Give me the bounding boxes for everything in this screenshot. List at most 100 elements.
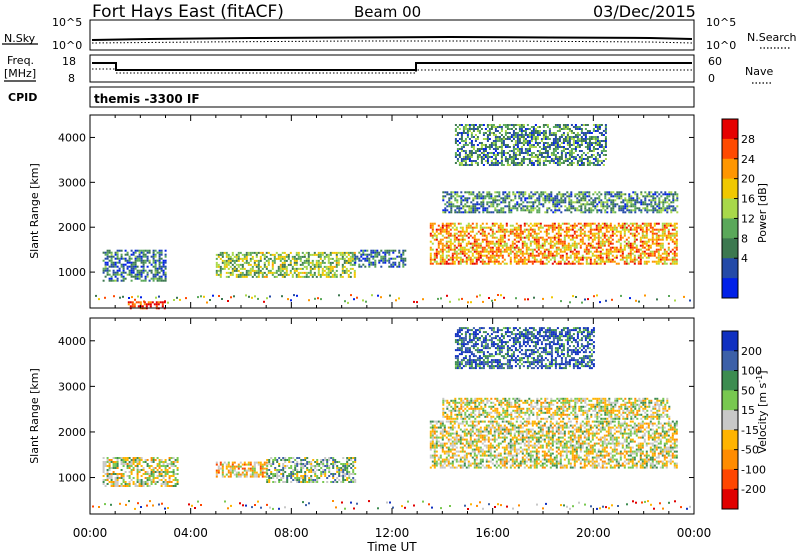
heatmap-cell <box>490 197 493 200</box>
heatmap-cell <box>172 465 175 467</box>
heatmap-cell <box>532 146 535 148</box>
heatmap-cell <box>134 261 137 264</box>
heatmap-cell <box>431 258 434 261</box>
heatmap-cell <box>546 124 549 126</box>
heatmap-cell <box>170 481 173 483</box>
heatmap-cell <box>380 265 383 268</box>
heatmap-cell <box>656 191 659 194</box>
nave-tick-top: 60 <box>708 55 722 68</box>
heatmap-cell <box>150 461 153 463</box>
heatmap-cell <box>553 244 556 247</box>
heatmap-cell <box>531 262 534 265</box>
heatmap-cell <box>144 483 147 485</box>
heatmap-cell <box>609 242 612 245</box>
heatmap-cell <box>305 265 308 268</box>
heatmap-cell <box>347 251 350 254</box>
heatmap-cell <box>255 263 258 266</box>
heatmap-cell <box>311 275 314 278</box>
heatmap-cell <box>251 296 253 299</box>
heatmap-cell <box>569 301 571 304</box>
heatmap-cell <box>498 124 501 126</box>
heatmap-cell <box>487 260 490 263</box>
heatmap-cell <box>648 199 651 202</box>
heatmap-cell <box>457 234 460 237</box>
heatmap-cell <box>572 142 575 144</box>
heatmap-cell <box>508 128 511 130</box>
heatmap-cell <box>457 240 460 243</box>
y-tick-label: 3000 <box>58 176 86 189</box>
heatmap-cell <box>469 234 472 237</box>
heatmap-cell <box>630 211 633 214</box>
heatmap-cell <box>502 164 505 166</box>
heatmap-cell <box>546 209 549 212</box>
heatmap-cell <box>239 257 242 260</box>
heatmap-cell <box>580 203 583 206</box>
heatmap-cell <box>556 156 559 158</box>
heatmap-cell <box>495 250 498 253</box>
heatmap-cell <box>132 263 135 266</box>
heatmap-cell <box>594 130 597 132</box>
heatmap-cell <box>130 279 133 282</box>
heatmap-cell <box>626 203 629 206</box>
heatmap-cell <box>537 254 540 257</box>
heatmap-cell <box>451 254 454 257</box>
heatmap-cell <box>605 224 608 227</box>
heatmap-cell <box>478 142 481 144</box>
heatmap-cell <box>506 128 509 130</box>
heatmap-cell <box>376 249 379 252</box>
heatmap-cell <box>585 222 588 225</box>
heatmap-cell <box>584 197 587 200</box>
heatmap-cell <box>580 211 583 214</box>
heatmap-cell <box>507 238 510 241</box>
heatmap-cell <box>548 160 551 162</box>
heatmap-cell <box>197 296 199 299</box>
heatmap-cell <box>611 250 614 253</box>
heatmap-cell <box>106 263 109 266</box>
heatmap-cell <box>114 465 117 467</box>
heatmap-cell <box>522 209 525 212</box>
heatmap-cell <box>547 236 550 239</box>
heatmap-cell <box>550 197 553 200</box>
heatmap-cell <box>510 162 513 164</box>
heatmap-cell <box>524 138 527 140</box>
heatmap-cell <box>560 211 563 214</box>
heatmap-cell <box>472 146 475 148</box>
heatmap-cell <box>110 475 113 477</box>
heatmap-cell <box>582 197 585 200</box>
heatmap-cell <box>564 136 567 138</box>
heatmap-cell <box>528 142 531 144</box>
heatmap-cell <box>158 461 161 463</box>
heatmap-cell <box>488 148 491 150</box>
heatmap-cell <box>627 236 630 239</box>
heatmap-cell <box>562 140 565 142</box>
heatmap-cell <box>554 205 557 208</box>
heatmap-cell <box>146 481 149 483</box>
heatmap-cell <box>347 253 350 256</box>
heatmap-cell <box>142 261 145 264</box>
heatmap-cell <box>491 230 494 233</box>
heatmap-cell <box>351 251 354 254</box>
heatmap-cell <box>295 269 298 272</box>
heatmap-cell <box>243 261 246 264</box>
heatmap-cell <box>104 269 107 272</box>
heatmap-cell <box>552 150 555 152</box>
heatmap-cell <box>448 201 451 204</box>
heatmap-cell <box>114 253 117 256</box>
heatmap-cell <box>140 269 143 272</box>
heatmap-cell <box>225 463 228 466</box>
heatmap-cell <box>398 251 401 254</box>
heatmap-cell <box>128 257 131 260</box>
heatmap-cell <box>429 246 432 249</box>
heatmap-cell <box>655 244 658 247</box>
heatmap-cell <box>663 224 666 227</box>
heatmap-cell <box>265 251 268 254</box>
heatmap-cell <box>116 485 119 487</box>
heatmap-cell <box>469 246 472 249</box>
heatmap-cell <box>549 238 552 241</box>
heatmap-cell <box>257 269 260 272</box>
heatmap-cell <box>670 193 673 196</box>
heatmap-cell <box>578 209 581 212</box>
heatmap-cell <box>518 124 521 126</box>
heatmap-cell <box>520 209 523 212</box>
heatmap-cell <box>592 142 595 144</box>
